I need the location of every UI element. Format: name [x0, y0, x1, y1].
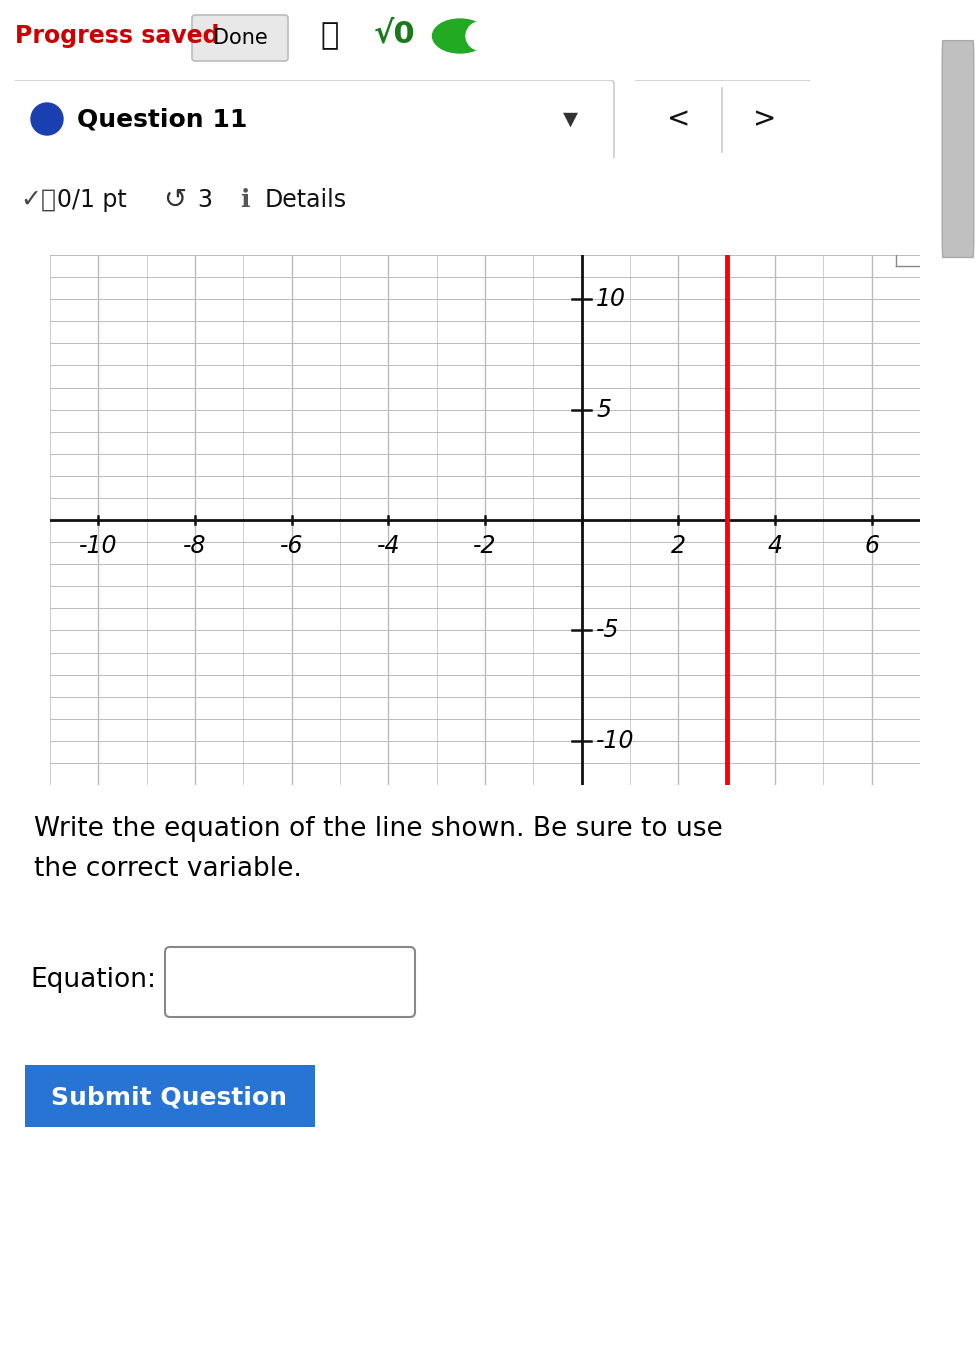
Text: ℹ: ℹ	[240, 188, 250, 211]
FancyBboxPatch shape	[20, 1062, 318, 1131]
Text: ⎙: ⎙	[321, 22, 339, 50]
FancyBboxPatch shape	[631, 80, 812, 160]
Text: Question 11: Question 11	[77, 107, 247, 131]
FancyBboxPatch shape	[165, 947, 415, 1018]
FancyBboxPatch shape	[942, 41, 974, 257]
Text: -10: -10	[79, 534, 117, 558]
FancyBboxPatch shape	[192, 15, 288, 61]
Text: 6: 6	[864, 534, 879, 558]
Circle shape	[31, 103, 63, 136]
Text: Details: Details	[265, 188, 347, 211]
Text: 5: 5	[596, 397, 611, 421]
Text: -5: -5	[596, 618, 620, 642]
Text: -2: -2	[473, 534, 497, 558]
Text: ✓⃞: ✓⃞	[20, 188, 56, 211]
Text: -4: -4	[377, 534, 400, 558]
Text: 0/1 pt: 0/1 pt	[57, 188, 127, 211]
Text: -10: -10	[596, 729, 634, 753]
Text: -6: -6	[280, 534, 304, 558]
Text: ▼: ▼	[562, 110, 578, 129]
Text: √0: √0	[374, 19, 416, 49]
Text: Done: Done	[213, 28, 267, 47]
Text: <: <	[668, 104, 691, 133]
Text: 3: 3	[197, 188, 212, 211]
FancyBboxPatch shape	[11, 80, 614, 160]
Text: Submit Question: Submit Question	[51, 1085, 287, 1108]
Ellipse shape	[432, 19, 487, 53]
Text: -8: -8	[183, 534, 207, 558]
Circle shape	[466, 22, 494, 50]
Text: Write the equation of the line shown. Be sure to use
the correct variable.: Write the equation of the line shown. Be…	[34, 817, 722, 882]
Text: Progress saved: Progress saved	[15, 24, 220, 47]
Text: Equation:: Equation:	[30, 967, 156, 993]
Text: ↺: ↺	[163, 186, 186, 214]
Text: 10: 10	[596, 287, 627, 312]
Text: 4: 4	[767, 534, 783, 558]
Text: 2: 2	[671, 534, 686, 558]
Text: >: >	[753, 104, 777, 133]
